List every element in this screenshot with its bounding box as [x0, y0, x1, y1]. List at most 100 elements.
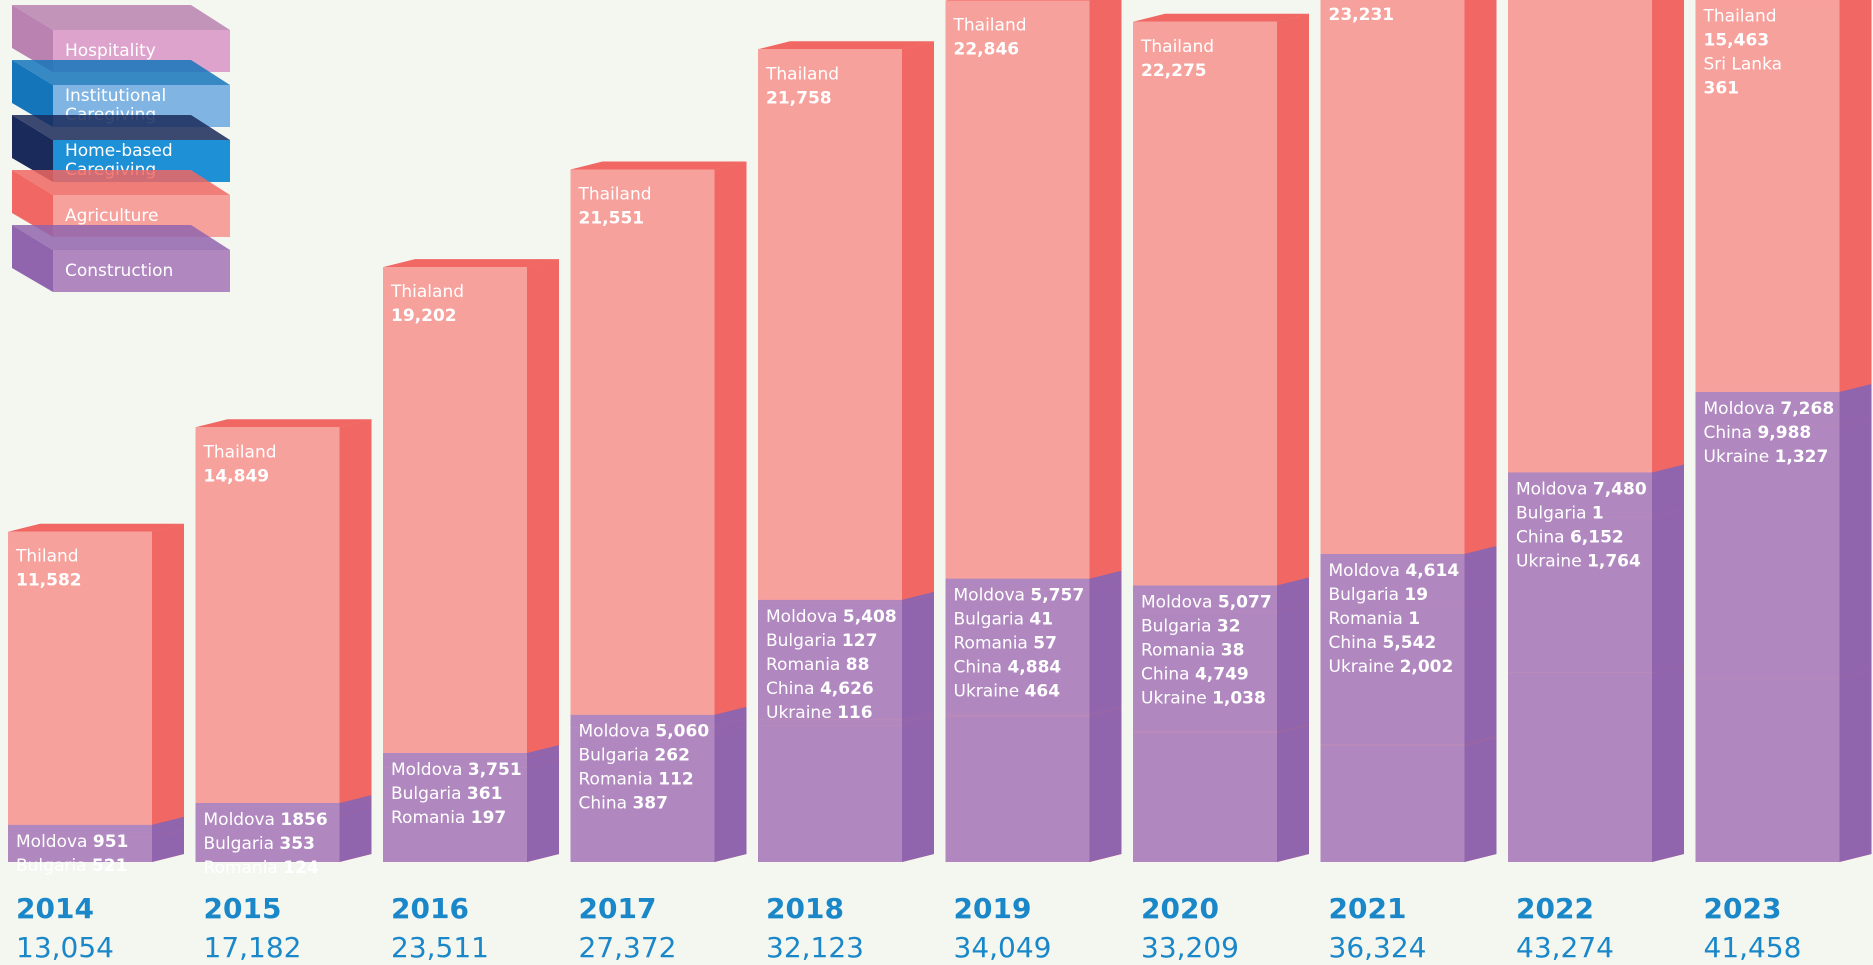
bar-side	[714, 719, 747, 734]
segment-agriculture	[758, 49, 902, 600]
country-label: Bulgaria 1	[1516, 503, 1604, 523]
segment-construction	[195, 802, 340, 807]
segment-construction	[570, 714, 715, 725]
country-value: 57	[1033, 634, 1057, 654]
country-name: China	[1329, 633, 1378, 653]
segment-construction	[1508, 672, 1652, 862]
bar-side	[1089, 708, 1122, 862]
country-value: 5,542	[1382, 633, 1436, 653]
bar-side	[902, 591, 934, 603]
bar-side	[339, 798, 372, 816]
country-name: Bulgaria	[16, 856, 87, 876]
country-name: China	[954, 658, 1003, 678]
bar-side	[1464, 736, 1497, 745]
bar-side	[1089, 705, 1122, 716]
country-name: Bulgaria	[1329, 585, 1400, 605]
segment-agriculture	[570, 169, 715, 715]
country-value: 21,758	[766, 88, 832, 108]
bar-side	[1839, 417, 1872, 679]
legend-side	[12, 115, 53, 182]
segment-construction	[1133, 611, 1277, 732]
bar-side	[1277, 13, 1309, 586]
segment-construction	[383, 752, 527, 758]
total-label: 36,324	[1329, 931, 1427, 964]
bar-side	[1089, 570, 1122, 591]
legend-side	[12, 170, 53, 237]
segment-construction	[1695, 391, 1840, 426]
bar-side	[714, 161, 747, 715]
country-value: 124	[283, 858, 319, 878]
segment-construction	[1320, 745, 1465, 862]
bar-side	[1277, 723, 1309, 733]
country-value: 14,849	[204, 466, 270, 486]
country-value: 19	[1404, 585, 1428, 605]
bar-top	[1133, 13, 1309, 22]
bar-side	[527, 749, 559, 768]
country-name: Bulgaria	[1516, 503, 1587, 523]
legend-label: Agriculture	[65, 205, 159, 226]
country-value: 262	[654, 746, 690, 766]
country-label: Moldova 1856	[204, 810, 328, 830]
country-name: Bulgaria	[1141, 616, 1212, 636]
country-name: Bulgaria	[954, 610, 1025, 630]
country-name: Romania	[391, 808, 465, 828]
total-label: 13,054	[16, 931, 114, 964]
country-label: Romania 88	[766, 655, 869, 675]
legend-label: Hospitality	[65, 40, 156, 61]
country-label: Moldova 4,614	[1329, 561, 1460, 581]
legend-entry: Construction	[65, 261, 173, 280]
segment-construction	[195, 815, 340, 862]
country-label: Ukraine 1,764	[1516, 551, 1641, 571]
country-name: Ukraine	[1329, 657, 1395, 677]
country-label: Moldova 7,268	[1704, 399, 1835, 419]
country-value: 127	[842, 631, 878, 651]
country-name: Bulgaria	[766, 631, 837, 651]
country-label: Romania 124	[204, 858, 319, 878]
bar-side	[1839, 383, 1872, 426]
country-value: 4,884	[1007, 658, 1061, 678]
segment-construction	[195, 806, 340, 816]
total-label: 27,372	[579, 931, 677, 964]
segment-construction	[1508, 517, 1652, 673]
country-name: China	[1704, 423, 1753, 443]
segment-construction	[945, 590, 1090, 714]
segment-agriculture	[945, 0, 1090, 579]
legend-top	[12, 170, 230, 195]
bar-side	[527, 259, 559, 753]
segment-construction	[1695, 678, 1840, 862]
country-label: Romania 38	[1141, 640, 1244, 660]
country-name: China	[1516, 527, 1565, 547]
country-name: Romania	[204, 858, 278, 878]
country-name: Moldova	[1329, 561, 1400, 581]
country-value: 1,038	[1212, 688, 1266, 708]
segment-construction	[383, 767, 527, 862]
year-label: 2021	[1329, 892, 1407, 925]
country-value: 361	[1704, 79, 1740, 99]
bar-side	[1464, 545, 1497, 605]
year-label: 2023	[1704, 892, 1782, 925]
country-label: Romania 1	[1329, 609, 1421, 629]
total-label: 23,511	[391, 931, 489, 964]
country-label: China 6,152	[1516, 527, 1624, 547]
segment-construction	[570, 733, 715, 862]
bar-top	[945, 0, 1092, 1]
country-label: Bulgaria 353	[204, 834, 315, 854]
total-label: 34,049	[954, 931, 1052, 964]
segment-agriculture	[1695, 0, 1840, 1]
country-value: 7,480	[1593, 479, 1647, 499]
country-value: 1	[1408, 609, 1420, 629]
country-name: Moldova	[579, 722, 650, 742]
bar-side	[714, 706, 747, 725]
country-label: Ukraine 2,002	[1329, 657, 1454, 677]
segment-construction	[758, 721, 902, 726]
segment-construction	[945, 578, 1090, 591]
bar-side	[1652, 464, 1684, 518]
country-name: Moldova	[766, 607, 837, 627]
segment-construction	[8, 837, 152, 862]
country-name: Bulgaria	[204, 834, 275, 854]
country-value: 22,846	[954, 40, 1020, 60]
year-label: 2014	[16, 892, 94, 925]
total-label: 43,274	[1516, 931, 1614, 964]
bar-side	[1464, 0, 1497, 554]
